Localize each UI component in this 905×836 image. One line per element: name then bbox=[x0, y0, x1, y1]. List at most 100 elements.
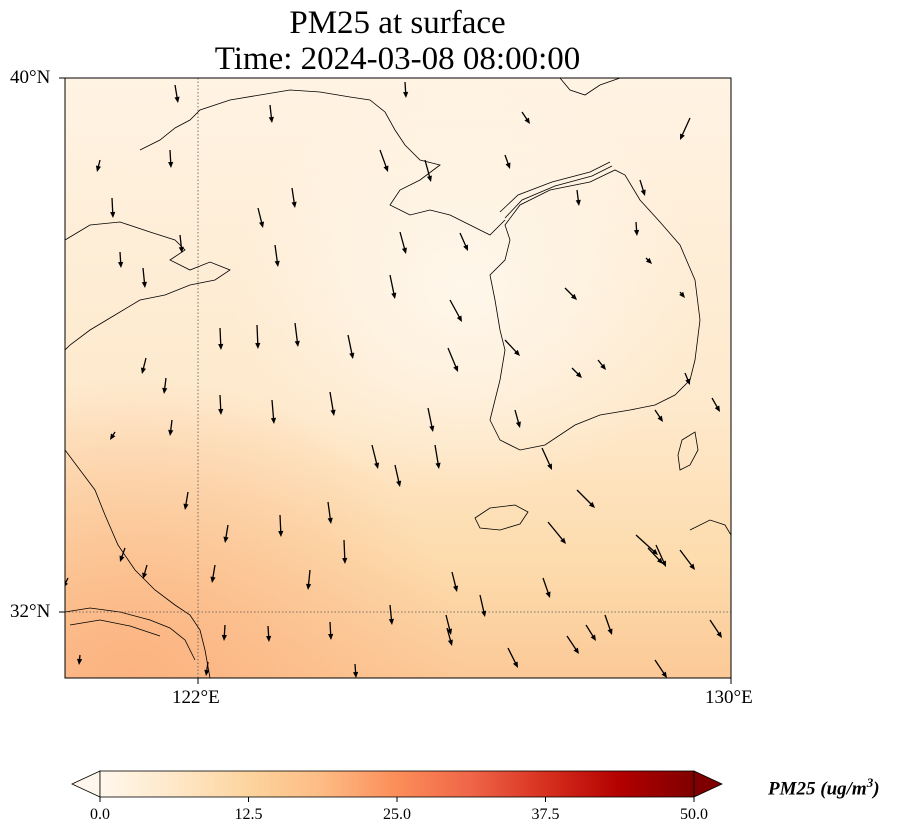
wind-arrow-head bbox=[95, 165, 101, 172]
wind-arrow-head bbox=[570, 293, 577, 300]
wind-arrow-head bbox=[453, 585, 459, 592]
wind-arrow-head bbox=[266, 635, 272, 642]
wind-arrow-shaft bbox=[566, 635, 578, 652]
wind-arrow-head bbox=[524, 117, 530, 124]
wind-arrow-shaft bbox=[576, 489, 594, 507]
wind-arrow-head bbox=[403, 91, 409, 98]
wind-arrow-head bbox=[210, 576, 216, 583]
wind-arrow-head bbox=[268, 116, 274, 123]
wind-arrow-shaft bbox=[219, 327, 222, 348]
wind-arrow-head bbox=[294, 340, 300, 347]
wind-arrow-head bbox=[327, 517, 333, 524]
wind-arrow-head bbox=[657, 415, 663, 422]
wind-arrow-head bbox=[330, 409, 336, 416]
wind-arrow-head bbox=[575, 199, 581, 206]
wind-arrow-shaft bbox=[279, 514, 282, 535]
colorbar-tick-label: 25.0 bbox=[383, 806, 411, 823]
wind-arrow-shaft bbox=[379, 149, 388, 170]
wind-arrow-head bbox=[142, 572, 148, 579]
coastlines bbox=[65, 78, 731, 678]
lat-label-40n: 40°N bbox=[10, 67, 51, 88]
colorbar-tick-label: 50.0 bbox=[680, 806, 708, 823]
wind-arrow-head bbox=[110, 211, 116, 218]
wind-arrow-shaft bbox=[635, 534, 657, 554]
wind-arrow-head bbox=[545, 591, 551, 598]
wind-arrow-head bbox=[426, 175, 432, 182]
wind-arrow-head bbox=[183, 503, 189, 510]
wind-arrow-head bbox=[547, 463, 552, 470]
wind-arrow-shaft bbox=[680, 117, 691, 138]
map-plot bbox=[59, 77, 732, 684]
wind-arrow-shaft bbox=[479, 594, 485, 615]
wind-arrow-shaft bbox=[427, 407, 434, 430]
wind-arrow-head bbox=[680, 133, 685, 140]
wind-arrow-head bbox=[456, 315, 462, 322]
wind-arrow-head bbox=[447, 639, 453, 646]
wind-arrow-head bbox=[168, 429, 174, 436]
wind-arrow-shaft bbox=[394, 464, 400, 485]
wind-arrow-head bbox=[306, 583, 312, 590]
wind-arrow-head bbox=[560, 537, 566, 544]
wind-arrow-head bbox=[278, 530, 284, 537]
wind-arrow-head bbox=[590, 634, 596, 641]
wind-arrow-head bbox=[651, 549, 658, 555]
wind-arrow-head bbox=[118, 261, 124, 268]
wind-arrow-shaft bbox=[65, 577, 69, 586]
wind-arrow-head bbox=[512, 661, 518, 668]
wind-arrow-head bbox=[221, 634, 227, 641]
wind-arrow-head bbox=[140, 367, 146, 374]
wind-arrow-head bbox=[259, 221, 265, 228]
wind-arrow-shaft bbox=[256, 324, 259, 347]
map-frame bbox=[64, 77, 732, 679]
wind-arrow-head bbox=[661, 560, 666, 567]
wind-arrow-head bbox=[661, 671, 667, 678]
wind-arrow-head bbox=[429, 425, 435, 432]
wind-arrow-shaft bbox=[271, 399, 275, 422]
colorbar-extend-max bbox=[693, 770, 723, 798]
colorbar-extend-min bbox=[71, 770, 101, 798]
wind-arrow-head bbox=[435, 462, 441, 469]
wind-arrow-shaft bbox=[447, 347, 458, 370]
wind-arrow-shaft bbox=[449, 299, 462, 320]
wind-arrow-head bbox=[162, 387, 168, 394]
wind-arrow-shaft bbox=[329, 391, 335, 414]
wind-arrow-shaft bbox=[274, 244, 279, 265]
wind-arrow-head bbox=[573, 647, 579, 654]
wind-arrow-shaft bbox=[504, 339, 519, 355]
wind-arrow-head bbox=[178, 246, 184, 253]
colorbar-tick-label: 12.5 bbox=[234, 806, 263, 823]
wind-arrow-shaft bbox=[371, 444, 378, 467]
wind-arrow-head bbox=[141, 281, 147, 288]
wind-arrow-shaft bbox=[647, 547, 662, 563]
wind-arrow-shaft bbox=[343, 539, 346, 562]
wind-arrow-head bbox=[505, 162, 511, 169]
wind-arrow-shaft bbox=[507, 647, 518, 666]
wind-arrow-head bbox=[689, 563, 695, 570]
wind-arrow-head bbox=[119, 555, 125, 562]
wind-arrow-shaft bbox=[541, 447, 552, 468]
wind-arrow-shaft bbox=[709, 619, 721, 636]
wind-arrow-head bbox=[328, 633, 334, 640]
wind-arrow-head bbox=[588, 501, 595, 508]
wind-arrow-head bbox=[396, 480, 402, 487]
wind-arrow-shaft bbox=[399, 231, 406, 252]
wind-vectors bbox=[65, 81, 722, 678]
wind-arrow-head bbox=[383, 165, 389, 172]
wind-arrow-head bbox=[513, 349, 520, 356]
wind-arrow-head bbox=[600, 363, 606, 370]
wind-arrow-head bbox=[291, 201, 297, 208]
colorbar-tick-label: 37.5 bbox=[531, 806, 560, 823]
wind-arrow-head bbox=[218, 408, 224, 415]
wind-arrow-head bbox=[274, 260, 280, 267]
wind-arrow-head bbox=[716, 631, 722, 638]
wind-arrow-shaft bbox=[654, 659, 666, 676]
wind-arrow-head bbox=[168, 161, 174, 168]
colorbar-title: PM25 (ug/m3) bbox=[768, 775, 880, 800]
wind-arrow-head bbox=[447, 628, 453, 635]
colorbar-tick-label: 0.0 bbox=[90, 806, 110, 823]
wind-arrow-head bbox=[218, 343, 224, 350]
wind-arrow-head bbox=[401, 247, 407, 254]
wind-arrow-head bbox=[463, 244, 468, 251]
lon-label-122e: 122°E bbox=[172, 687, 220, 708]
wind-arrow-shaft bbox=[294, 322, 299, 345]
